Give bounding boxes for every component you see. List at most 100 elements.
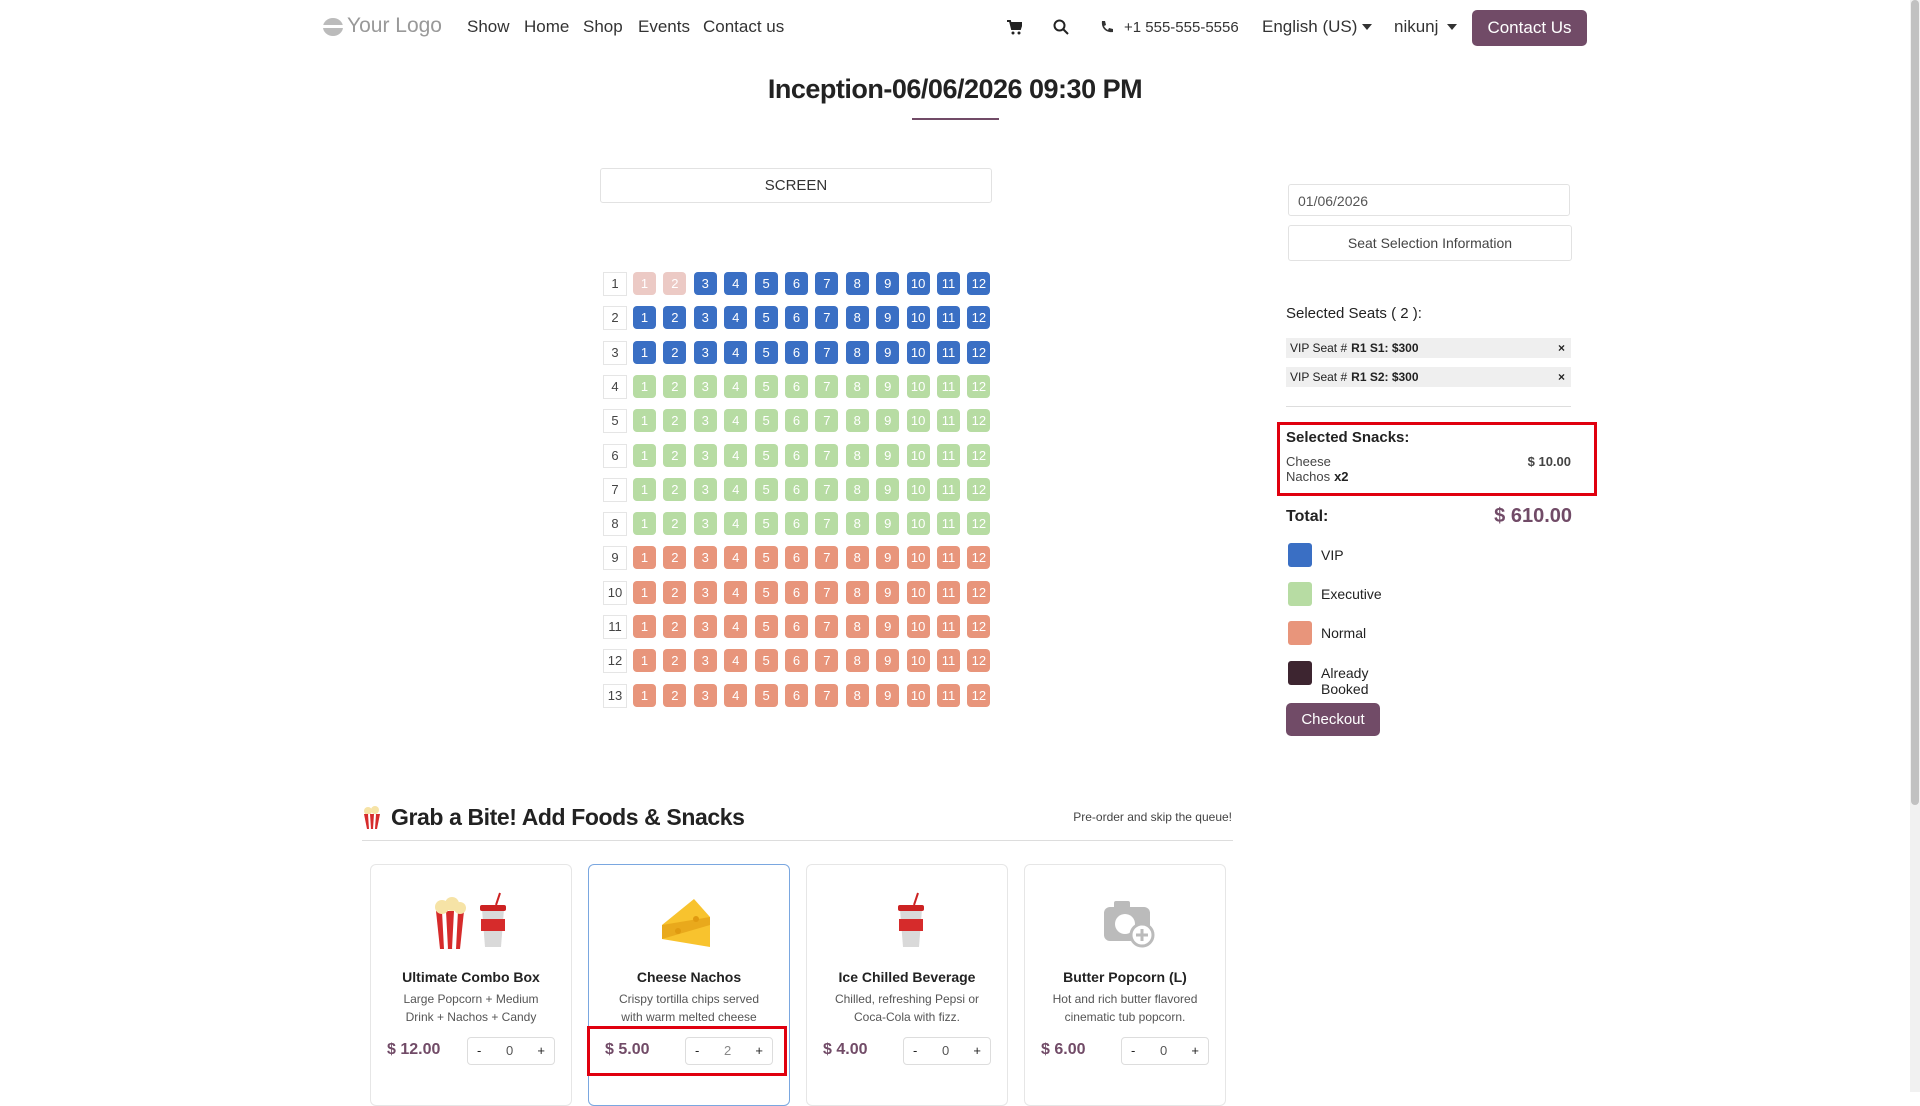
seat[interactable]: 4 — [724, 512, 748, 536]
seat[interactable]: 8 — [845, 615, 869, 638]
seat[interactable]: 12 — [967, 477, 991, 501]
seat[interactable]: 3 — [693, 409, 717, 433]
seat[interactable]: 12 — [967, 649, 991, 673]
seat[interactable]: 9 — [876, 340, 900, 364]
seat[interactable]: 6 — [785, 477, 808, 501]
seat[interactable]: 3 — [693, 477, 717, 501]
seat[interactable]: 11 — [937, 580, 960, 604]
seat[interactable]: 1 — [633, 306, 656, 330]
seat[interactable]: 9 — [876, 306, 900, 330]
seat[interactable]: 6 — [785, 272, 808, 295]
seat[interactable]: 7 — [815, 512, 839, 536]
seat[interactable]: 1 — [633, 546, 656, 570]
seat[interactable]: 9 — [876, 683, 900, 707]
seat[interactable]: 2 — [663, 443, 687, 467]
seat[interactable]: 7 — [815, 374, 839, 398]
seat[interactable]: 9 — [876, 272, 900, 295]
seat[interactable]: 2 — [663, 546, 687, 570]
plus-button[interactable]: + — [537, 1043, 545, 1058]
seat[interactable]: 7 — [815, 477, 839, 501]
seat[interactable]: 9 — [876, 580, 900, 604]
seat[interactable]: 8 — [845, 649, 869, 673]
seat[interactable]: 7 — [815, 409, 839, 433]
seat[interactable]: 5 — [754, 443, 778, 467]
seat[interactable]: 6 — [785, 580, 808, 604]
contact-button[interactable]: Contact Us — [1472, 10, 1587, 46]
seat[interactable]: 7 — [815, 649, 839, 673]
seat[interactable]: 1 — [633, 512, 656, 536]
seat[interactable]: 5 — [754, 580, 778, 604]
seat[interactable]: 8 — [845, 546, 869, 570]
seat[interactable]: 5 — [754, 512, 778, 536]
minus-button[interactable]: - — [913, 1043, 918, 1058]
seat[interactable]: 10 — [906, 272, 930, 295]
seat[interactable]: 1 — [633, 580, 656, 604]
seat[interactable]: 4 — [724, 443, 748, 467]
snack-card[interactable]: Cheese Nachos Crispy tortilla chips serve… — [588, 864, 790, 1106]
nav-link[interactable]: Contact us — [703, 17, 785, 36]
seat[interactable]: 8 — [845, 443, 869, 467]
seat[interactable]: 10 — [906, 477, 930, 501]
seat[interactable]: 6 — [785, 546, 808, 570]
seat[interactable]: 3 — [693, 512, 717, 536]
seat[interactable]: 12 — [967, 374, 991, 398]
seat[interactable]: 3 — [693, 443, 717, 467]
seat[interactable]: 6 — [785, 443, 808, 467]
seat[interactable]: 2 — [663, 512, 687, 536]
seat[interactable]: 3 — [693, 374, 717, 398]
seat[interactable]: 3 — [693, 306, 717, 330]
seat[interactable]: 11 — [937, 443, 960, 467]
minus-button[interactable]: - — [695, 1043, 700, 1058]
user[interactable]: nikunj — [1394, 17, 1439, 36]
seat[interactable]: 1 — [633, 340, 656, 364]
seat[interactable]: 11 — [937, 512, 960, 536]
nav-link[interactable]: Home — [524, 17, 570, 36]
seat[interactable]: 6 — [785, 683, 808, 707]
seat[interactable]: 7 — [815, 443, 839, 467]
plus-button[interactable]: + — [1191, 1043, 1199, 1058]
seat[interactable]: 6 — [785, 409, 808, 433]
cart-icon[interactable] — [1006, 19, 1022, 35]
seat[interactable]: 12 — [967, 340, 991, 364]
seat[interactable]: 8 — [845, 512, 869, 536]
seat[interactable]: 4 — [724, 340, 748, 364]
seat[interactable]: 10 — [906, 306, 930, 330]
logo[interactable]: Your Logo — [347, 14, 442, 37]
seat[interactable]: 10 — [906, 580, 930, 604]
seat[interactable]: 8 — [845, 477, 869, 501]
plus-button[interactable]: + — [755, 1043, 763, 1058]
seat[interactable]: 7 — [815, 615, 839, 638]
seat[interactable]: 1 — [633, 615, 656, 638]
quantity-control[interactable]: - 2 + — [685, 1037, 773, 1065]
seat[interactable]: 11 — [937, 272, 960, 295]
date-input[interactable]: 01/06/2026 — [1288, 184, 1570, 216]
seat[interactable]: 11 — [937, 683, 960, 707]
seat[interactable]: 4 — [724, 683, 748, 707]
seat[interactable]: 7 — [815, 683, 839, 707]
seat[interactable]: 10 — [906, 546, 930, 570]
seat[interactable]: 9 — [876, 649, 900, 673]
seat[interactable]: 12 — [967, 443, 991, 467]
seat[interactable]: 6 — [785, 649, 808, 673]
seat[interactable]: 5 — [754, 272, 778, 295]
seat[interactable]: 11 — [937, 340, 960, 364]
seat[interactable]: 12 — [967, 683, 991, 707]
quantity-control[interactable]: - 0 + — [903, 1037, 991, 1065]
seat[interactable]: 2 — [663, 272, 687, 295]
seat[interactable]: 4 — [724, 477, 748, 501]
seat[interactable]: 11 — [937, 649, 960, 673]
seat[interactable]: 4 — [724, 272, 748, 295]
seat[interactable]: 9 — [876, 512, 900, 536]
seat[interactable]: 7 — [815, 272, 839, 295]
seat[interactable]: 10 — [906, 683, 930, 707]
seat[interactable]: 2 — [663, 683, 687, 707]
seat[interactable]: 1 — [633, 272, 656, 295]
seat[interactable]: 11 — [937, 374, 960, 398]
seat[interactable]: 2 — [663, 306, 687, 330]
seat[interactable]: 7 — [815, 546, 839, 570]
seat[interactable]: 3 — [693, 580, 717, 604]
seat[interactable]: 2 — [663, 615, 687, 638]
seat[interactable]: 10 — [906, 443, 930, 467]
seat[interactable]: 9 — [876, 374, 900, 398]
seat[interactable]: 12 — [967, 580, 991, 604]
